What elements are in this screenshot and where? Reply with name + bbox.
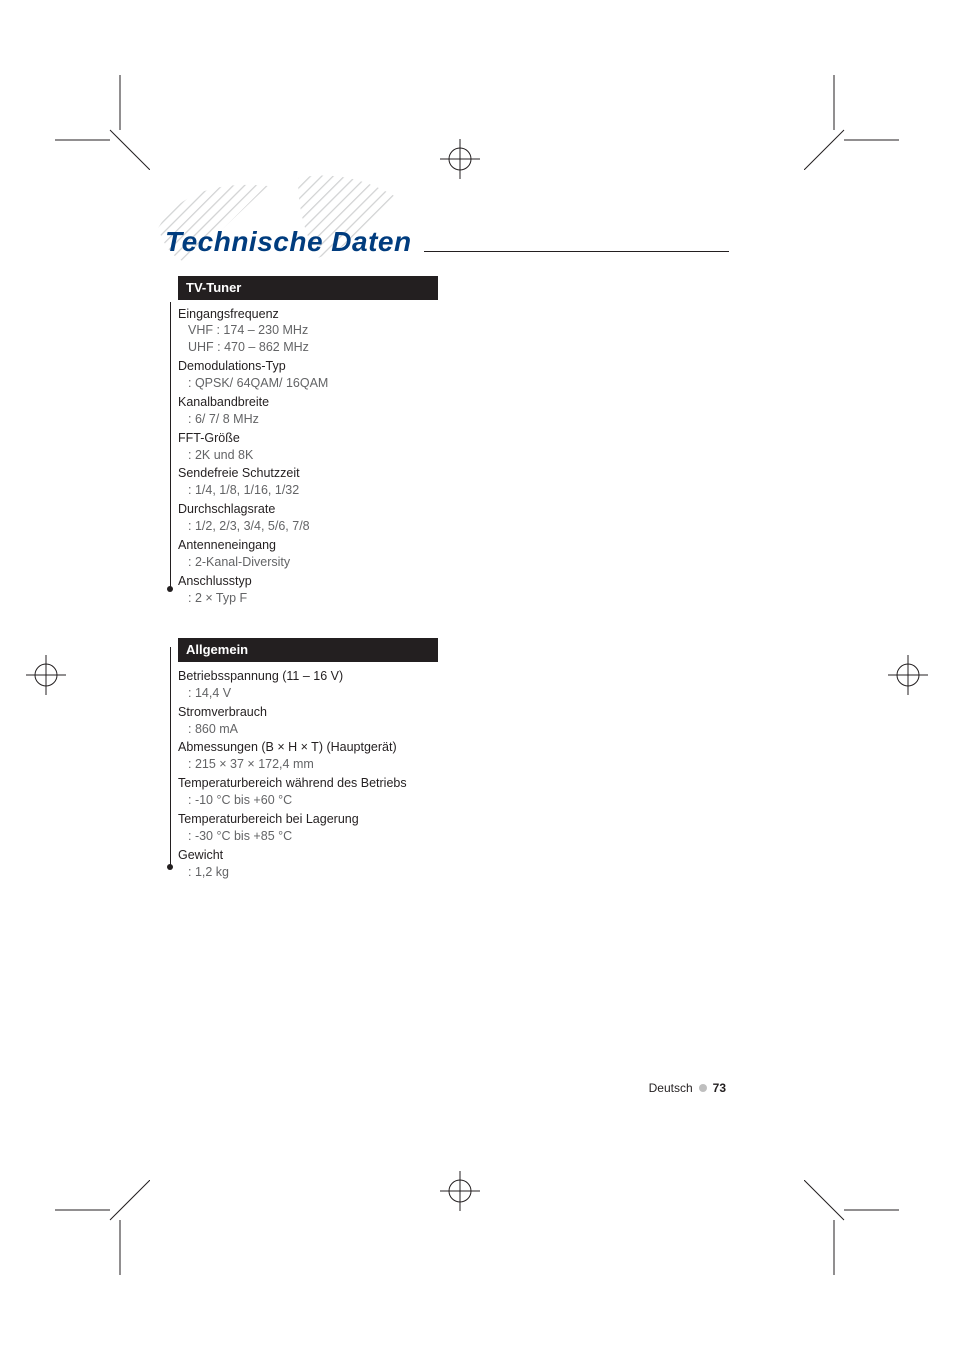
spec-value: : 2-Kanal-Diversity — [178, 554, 478, 571]
spec-value: : 1/2, 2/3, 3/4, 5/6, 7/8 — [178, 518, 478, 535]
footer-dot-icon — [699, 1084, 707, 1092]
registration-target-bottom — [440, 1171, 480, 1211]
heading-row: Technische Daten — [165, 226, 729, 258]
spec-block: Anschlusstyp : 2 × Typ F — [178, 573, 478, 607]
spec-label: Anschlusstyp — [178, 573, 478, 590]
spec-block: FFT-Größe : 2K und 8K — [178, 430, 478, 464]
spec-value: : 1/4, 1/8, 1/16, 1/32 — [178, 482, 478, 499]
spec-block: Temperaturbereich während des Betriebs :… — [178, 775, 478, 809]
crop-mark-tl — [55, 75, 150, 170]
page-title: Technische Daten — [165, 226, 412, 258]
spec-value: : 2K und 8K — [178, 447, 478, 464]
registration-target-top — [440, 139, 480, 179]
registration-target-left — [26, 655, 66, 695]
registration-target-right — [888, 655, 928, 695]
spec-label: Demodulations-Typ — [178, 358, 478, 375]
footer-page-number: 73 — [713, 1081, 726, 1095]
spec-block: Abmessungen (B × H × T) (Hauptgerät) : 2… — [178, 739, 478, 773]
spec-label: Eingangsfrequenz — [178, 306, 478, 323]
spec-label: Betriebsspannung (11 – 16 V) — [178, 668, 478, 685]
spec-block: Antenneneingang : 2-Kanal-Diversity — [178, 537, 478, 571]
page-footer: Deutsch 73 — [649, 1081, 726, 1095]
spec-label: Temperaturbereich während des Betriebs — [178, 775, 478, 792]
spec-content: TV-Tuner Eingangsfrequenz VHF : 174 – 23… — [178, 276, 478, 882]
spec-label: Durchschlagsrate — [178, 501, 478, 518]
spec-label: Antenneneingang — [178, 537, 478, 554]
spec-block: Temperaturbereich bei Lagerung : -30 °C … — [178, 811, 478, 845]
spec-value: VHF : 174 – 230 MHz — [178, 322, 478, 339]
spec-block: Demodulations-Typ : QPSK/ 64QAM/ 16QAM — [178, 358, 478, 392]
heading-rule — [424, 251, 729, 252]
spec-block: Stromverbrauch : 860 mA — [178, 704, 478, 738]
spec-value: : 1,2 kg — [178, 864, 478, 881]
spec-label: Stromverbrauch — [178, 704, 478, 721]
spec-label: FFT-Größe — [178, 430, 478, 447]
section-vbar-dot — [167, 864, 173, 870]
footer-language: Deutsch — [649, 1081, 693, 1095]
spec-value: : 2 × Typ F — [178, 590, 478, 607]
crop-mark-br — [804, 1180, 899, 1275]
spec-value: : -30 °C bis +85 °C — [178, 828, 478, 845]
crop-mark-bl — [55, 1180, 150, 1275]
section-vbar — [170, 302, 171, 589]
spec-block: Eingangsfrequenz VHF : 174 – 230 MHz UHF… — [178, 306, 478, 357]
spec-value: : 215 × 37 × 172,4 mm — [178, 756, 478, 773]
spec-label: Temperaturbereich bei Lagerung — [178, 811, 478, 828]
spec-label: Gewicht — [178, 847, 478, 864]
section-header: Allgemein — [178, 638, 438, 662]
spec-value: : -10 °C bis +60 °C — [178, 792, 478, 809]
section-vbar-dot — [167, 586, 173, 592]
crop-mark-tr — [804, 75, 899, 170]
section-header: TV-Tuner — [178, 276, 438, 300]
spec-value: : QPSK/ 64QAM/ 16QAM — [178, 375, 478, 392]
spec-value: : 860 mA — [178, 721, 478, 738]
spec-value: : 14,4 V — [178, 685, 478, 702]
spec-label: Abmessungen (B × H × T) (Hauptgerät) — [178, 739, 478, 756]
spec-block: Betriebsspannung (11 – 16 V) : 14,4 V — [178, 668, 478, 702]
page: Technische Daten TV-Tuner Eingangsfreque… — [0, 0, 954, 1350]
spec-block: Durchschlagsrate : 1/2, 2/3, 3/4, 5/6, 7… — [178, 501, 478, 535]
spec-label: Sendefreie Schutzzeit — [178, 465, 478, 482]
spec-value: UHF : 470 – 862 MHz — [178, 339, 478, 356]
spec-block: Sendefreie Schutzzeit : 1/4, 1/8, 1/16, … — [178, 465, 478, 499]
spec-value: : 6/ 7/ 8 MHz — [178, 411, 478, 428]
section-vbar — [170, 647, 171, 867]
spec-block: Kanalbandbreite : 6/ 7/ 8 MHz — [178, 394, 478, 428]
spec-block: Gewicht : 1,2 kg — [178, 847, 478, 881]
spec-label: Kanalbandbreite — [178, 394, 478, 411]
